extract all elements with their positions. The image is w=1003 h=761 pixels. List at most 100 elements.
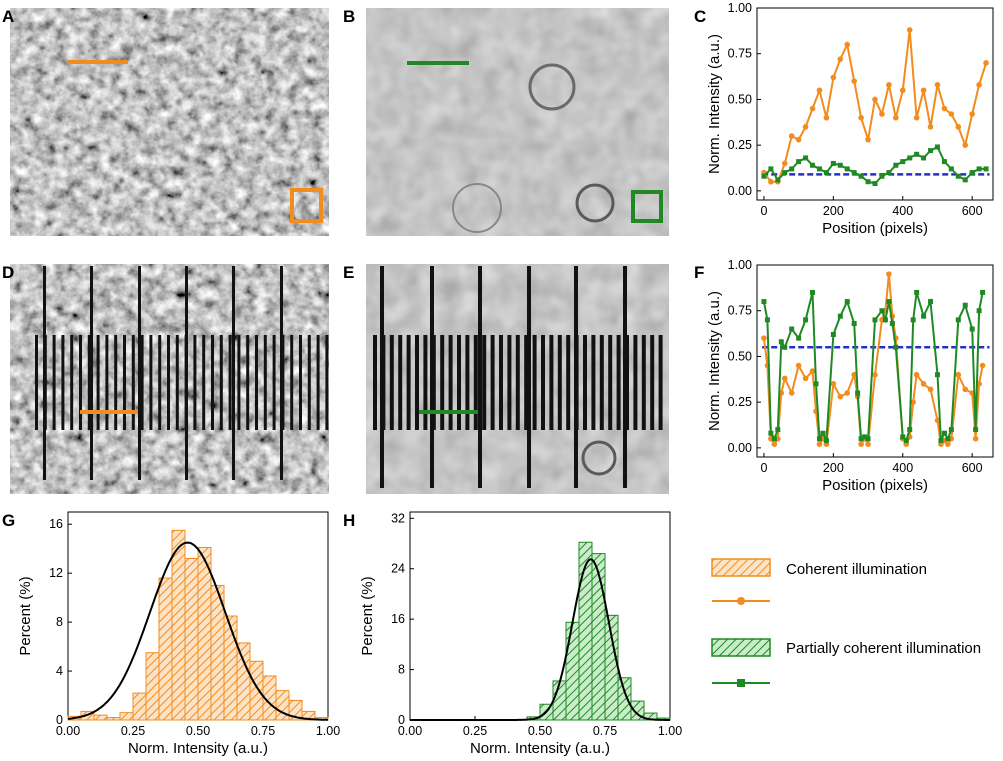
target-bar [307,335,311,430]
legend-marker-circle [737,597,745,605]
chart-c: 0 200 400 600 0.00 0.25 0.50 0.75 1.00 Position (… [706,1,994,237]
x-axis-label: Norm. Intensity (a.u.) [128,740,268,757]
x-axis-label: Position (pixels) [822,220,928,237]
image-panel-a [10,8,329,236]
x-tick-label: 0.25 [463,724,487,738]
data-point [872,317,878,323]
histogram-bar [617,677,632,721]
gaussian-fit-curve [67,541,328,721]
data-point [795,362,802,369]
target-bar [246,335,250,430]
data-point [761,173,767,179]
data-point [855,390,861,396]
y-tick-label: 0 [56,713,63,727]
data-point [796,335,802,341]
data-point [865,436,871,442]
histogram-bar [184,557,199,721]
y-tick-label: 0.25 [728,395,752,409]
data-point [771,441,778,448]
x-axis-label: Norm. Intensity (a.u.) [470,740,610,757]
histogram-bar [578,541,593,721]
roi-box-a [290,188,323,223]
data-point [973,427,979,433]
data-point [893,114,899,121]
data-point [921,313,927,319]
target-bar [237,335,241,430]
target-bar [389,335,394,430]
target-bar [228,335,232,430]
panel-label-g: G [2,511,15,530]
target-bar [87,335,91,430]
target-bar-long [623,266,627,488]
target-bar [272,335,276,430]
histogram-bar [119,712,134,721]
target-bar [290,335,294,430]
data-point [889,321,895,327]
data-point [910,317,916,323]
data-point [955,317,961,323]
target-bar [105,335,109,430]
data-point [858,436,864,442]
target-bar [616,335,621,430]
data-point [886,82,892,88]
data-point [810,289,816,295]
data-point [768,430,774,436]
histogram-bar [552,680,567,721]
target-bar-long [185,266,188,480]
x-tick-label: 400 [892,461,913,475]
data-point [969,326,975,332]
target-bar [591,335,596,430]
histogram-bar [145,652,160,721]
data-point [983,60,989,66]
data-point [900,159,906,165]
target-bar [175,335,179,430]
resolution-target-bars [373,266,663,488]
x-tick-label: 0.75 [593,724,617,738]
data-point [858,114,864,121]
target-bar [507,335,512,430]
panel-label-d: D [2,263,14,282]
data-point [893,344,899,350]
target-bar [499,335,503,430]
y-tick-label: 0.25 [728,138,752,152]
plot-frame [756,7,994,201]
data-point [775,427,781,433]
histogram-bar [132,692,147,721]
target-bar [373,335,377,430]
gaussian-fit-curve [410,558,670,721]
x-tick-label: 600 [962,204,983,218]
data-point [879,173,885,179]
plot-frame [756,264,994,458]
panel-label-f: F [694,263,704,282]
data-point [865,441,871,448]
chart-f: 0 200 400 600 0.00 0.25 0.50 0.75 1.00 Position (… [706,258,994,494]
target-bar [299,335,302,430]
target-bar [406,335,411,430]
data-point [920,381,927,387]
data-point [820,430,826,436]
y-tick-label: 1.00 [728,258,752,272]
data-point [948,166,954,172]
data-point [893,162,899,168]
target-bar [423,335,428,430]
target-bar-long [232,266,235,480]
data-point [955,173,961,179]
target-bar [608,335,613,430]
x-tick-label: 200 [823,204,844,218]
data-point [844,166,850,172]
data-point [796,159,802,165]
target-bar [211,335,214,430]
panel-label-e: E [343,263,354,282]
data-point [809,105,816,112]
data-point [789,326,795,332]
y-axis-label: Percent (%) [359,576,376,655]
data-point [941,430,947,436]
data-point [865,136,871,143]
defect-ring [575,183,615,223]
data-point [934,372,940,378]
y-tick-label: 16 [49,517,63,531]
data-point [782,170,788,176]
data-point [858,173,864,179]
target-bar [35,335,38,430]
y-tick-label: 1.00 [728,1,752,15]
